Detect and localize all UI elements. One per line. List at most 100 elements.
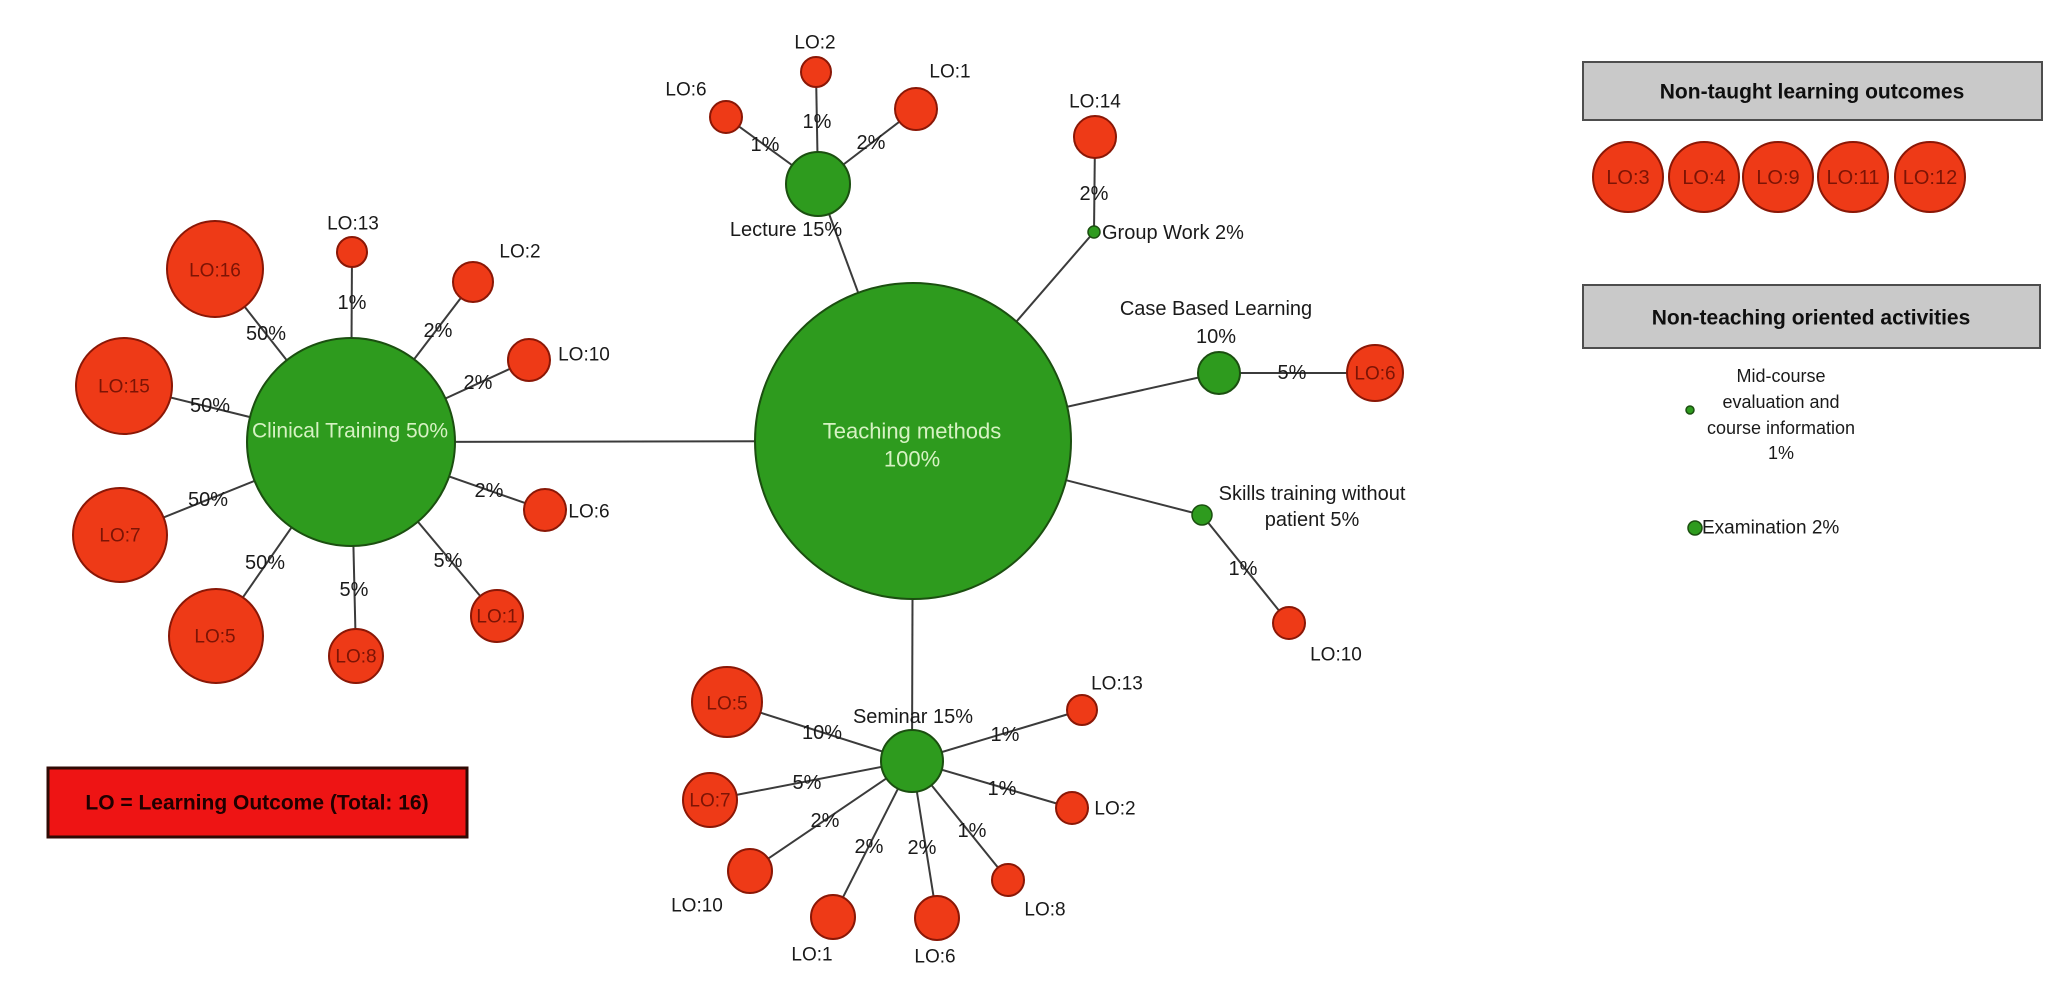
node-skills-lo10 [1272, 606, 1306, 640]
node-teaching-methods [754, 282, 1072, 600]
label-teaching-line1: Teaching methods [823, 419, 1002, 444]
pct-seminar-lo8: 1% [958, 820, 987, 842]
node-lecture-lo6 [709, 100, 743, 134]
label-nontaught-lo3: LO:3 [1606, 167, 1649, 189]
midcourse-dot [1685, 405, 1695, 415]
pct-seminar-lo10: 2% [811, 810, 840, 832]
node-clinical-lo7 [72, 487, 168, 583]
node-seminar-lo2 [1055, 791, 1089, 825]
pct-lecture-lo2: 1% [803, 111, 832, 133]
label-nontaught-lo4: LO:4 [1682, 167, 1725, 189]
label-clinical-lo10: LO:10 [558, 345, 610, 366]
node-cbl-lo6 [1346, 344, 1404, 402]
node-clinical-training [246, 337, 456, 547]
pct-clinical-lo7: 50% [188, 489, 228, 511]
label-clinical-lo13: LO:13 [327, 214, 379, 235]
pct-clinical-lo6: 2% [475, 480, 504, 502]
legend-text: LO = Learning Outcome (Total: 16) [85, 792, 428, 815]
node-clinical-lo2 [452, 261, 494, 303]
pct-lecture-lo6: 1% [751, 134, 780, 156]
pct-groupwork-lo14: 2% [1080, 183, 1109, 205]
midcourse-evaluation-line1: Mid-course [1736, 366, 1825, 386]
node-seminar-lo6 [914, 895, 960, 941]
label-seminar-lo8: LO:8 [1024, 900, 1065, 921]
examination-label: Examination 2% [1702, 518, 1839, 539]
pct-clinical-lo1: 5% [434, 550, 463, 572]
midcourse-evaluation-line2: evaluation and [1722, 392, 1839, 412]
midcourse-evaluation-percent: 1% [1768, 443, 1794, 463]
label-skills-lo10: LO:10 [1310, 645, 1362, 666]
pct-cbl-lo6: 5% [1278, 362, 1307, 384]
label-nontaught-lo11: LO:11 [1827, 167, 1880, 189]
nonteaching-header-box [1582, 284, 2041, 349]
edge-seminar-lo10 [749, 760, 913, 872]
label-cbl-line2: 10% [1196, 326, 1236, 348]
pct-seminar-lo7: 5% [793, 772, 822, 794]
label-seminar-lo5: LO:5 [706, 694, 747, 715]
pct-clinical-lo10: 2% [464, 372, 493, 394]
node-clinical-lo1 [470, 589, 524, 643]
label-cbl-line1: Case Based Learning [1120, 298, 1312, 320]
label-clinical-lo2: LO:2 [499, 242, 540, 263]
node-nontaught-lo11 [1817, 141, 1889, 213]
label-clinical-lo15: LO:15 [98, 377, 150, 398]
label-nontaught-lo9: LO:9 [1756, 167, 1799, 189]
node-nontaught-lo12 [1894, 141, 1966, 213]
label-seminar-lo7: LO:7 [689, 791, 730, 812]
node-seminar [880, 729, 944, 793]
label-seminar-lo13: LO:13 [1091, 674, 1143, 695]
pct-seminar-lo2: 1% [988, 778, 1017, 800]
node-clinical-lo13 [336, 236, 368, 268]
pct-clinical-lo8: 5% [340, 579, 369, 601]
node-nontaught-lo3 [1592, 141, 1664, 213]
node-clinical-lo5 [168, 588, 264, 684]
label-teaching-line2: 100% [884, 447, 940, 472]
node-clinical-lo8 [328, 628, 384, 684]
node-clinical-lo10 [507, 338, 551, 382]
node-seminar-lo7 [682, 772, 738, 828]
label-seminar-lo2: LO:2 [1094, 799, 1135, 820]
label-seminar-lo6: LO:6 [914, 947, 955, 968]
pct-seminar-lo5: 10% [802, 722, 842, 744]
label-skills-line1: Skills training without [1219, 483, 1406, 505]
pct-seminar-lo6: 2% [908, 837, 937, 859]
pct-lecture-lo1: 2% [857, 132, 886, 154]
midcourse-evaluation-line3: course information [1707, 418, 1855, 438]
label-clinical-lo6: LO:6 [568, 502, 609, 523]
pct-clinical-lo13: 1% [338, 292, 367, 314]
label-clinical-training: Clinical Training 50% [252, 420, 448, 443]
node-seminar-lo5 [691, 666, 763, 738]
node-seminar-lo10 [727, 848, 773, 894]
node-lecture-lo2 [800, 56, 832, 88]
label-clinical-lo1: LO:1 [476, 607, 517, 628]
node-lecture [785, 151, 851, 217]
nonteaching-header-text: Non-teaching oriented activities [1652, 307, 1971, 330]
pct-clinical-lo2: 2% [424, 320, 453, 342]
node-group-work [1087, 225, 1101, 239]
label-clinical-lo5: LO:5 [194, 627, 235, 648]
nontaught-header-text: Non-taught learning outcomes [1660, 81, 1965, 104]
label-seminar: Seminar 15% [853, 706, 973, 728]
edge-skills-lo10 [1201, 514, 1290, 624]
label-clinical-lo7: LO:7 [99, 526, 140, 547]
label-lecture: Lecture 15% [730, 219, 843, 241]
label-skills-line2: patient 5% [1265, 509, 1360, 531]
label-clinical-lo8: LO:8 [335, 647, 376, 668]
label-lecture-lo2: LO:2 [794, 33, 835, 54]
node-seminar-lo13 [1066, 694, 1098, 726]
pct-clinical-lo15: 50% [190, 395, 230, 417]
label-seminar-lo1: LO:1 [791, 945, 832, 966]
node-case-based-learning [1197, 351, 1241, 395]
node-clinical-lo15 [75, 337, 173, 435]
node-seminar-lo8 [991, 863, 1025, 897]
pct-clinical-lo5: 50% [245, 552, 285, 574]
node-groupwork-lo14 [1073, 115, 1117, 159]
node-clinical-lo6 [523, 488, 567, 532]
pct-skills-lo10: 1% [1229, 558, 1258, 580]
node-clinical-lo16 [166, 220, 264, 318]
label-groupwork-lo14: LO:14 [1069, 92, 1121, 113]
label-seminar-lo10: LO:10 [671, 896, 723, 917]
legend-box [46, 766, 469, 839]
